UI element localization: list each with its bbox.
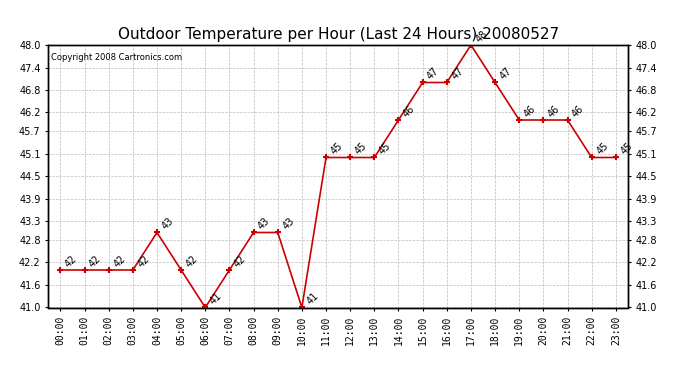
Text: 42: 42	[112, 254, 127, 269]
Text: 42: 42	[136, 254, 151, 269]
Text: 46: 46	[571, 104, 586, 119]
Text: 41: 41	[208, 291, 224, 307]
Text: 43: 43	[281, 216, 296, 232]
Text: 42: 42	[184, 254, 199, 269]
Text: 47: 47	[450, 66, 465, 82]
Title: Outdoor Temperature per Hour (Last 24 Hours) 20080527: Outdoor Temperature per Hour (Last 24 Ho…	[117, 27, 559, 42]
Text: 43: 43	[160, 216, 175, 232]
Text: 45: 45	[619, 141, 634, 157]
Text: 42: 42	[233, 254, 248, 269]
Text: 47: 47	[498, 66, 513, 82]
Text: 42: 42	[88, 254, 103, 269]
Text: 41: 41	[305, 291, 320, 307]
Text: 42: 42	[63, 254, 79, 269]
Text: 45: 45	[353, 141, 368, 157]
Text: 45: 45	[595, 141, 610, 157]
Text: 46: 46	[522, 104, 538, 119]
Text: 48: 48	[474, 28, 489, 44]
Text: 46: 46	[546, 104, 562, 119]
Text: Copyright 2008 Cartronics.com: Copyright 2008 Cartronics.com	[51, 53, 182, 62]
Text: 46: 46	[402, 104, 417, 119]
Text: 45: 45	[377, 141, 393, 157]
Text: 47: 47	[426, 66, 441, 82]
Text: 43: 43	[257, 216, 272, 232]
Text: 45: 45	[329, 141, 344, 157]
